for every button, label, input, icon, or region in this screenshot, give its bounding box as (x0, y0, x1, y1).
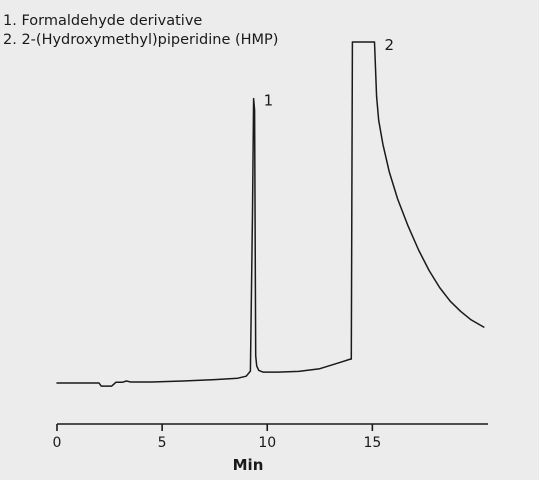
x-tick-label-10: 10 (258, 435, 276, 451)
chromatogram-trace-group (56, 41, 485, 387)
x-tick-label-5: 5 (158, 435, 167, 451)
legend-item-2-number: 2. (3, 32, 17, 48)
legend-item-1-number: 1. (3, 13, 17, 29)
legend-item-1: 1. Formaldehyde derivative (3, 12, 278, 31)
x-axis: 0 5 10 15 (53, 423, 488, 451)
x-axis-title: Min (233, 456, 264, 474)
chart-legend: 1. Formaldehyde derivative 2. 2-(Hydroxy… (3, 12, 278, 50)
legend-item-1-text: Formaldehyde derivative (21, 13, 203, 29)
peak-label-1: 1 (264, 92, 274, 110)
x-tick-label-15: 15 (363, 435, 381, 451)
legend-item-2-text: 2-(Hydroxymethyl)piperidine (HMP) (21, 32, 279, 48)
legend-item-2: 2. 2-(Hydroxymethyl)piperidine (HMP) (3, 31, 278, 50)
x-tick-label-0: 0 (53, 435, 62, 451)
peak-labels: 12 (264, 36, 394, 110)
chromatogram-trace (56, 41, 485, 387)
peak-label-2: 2 (384, 36, 394, 54)
